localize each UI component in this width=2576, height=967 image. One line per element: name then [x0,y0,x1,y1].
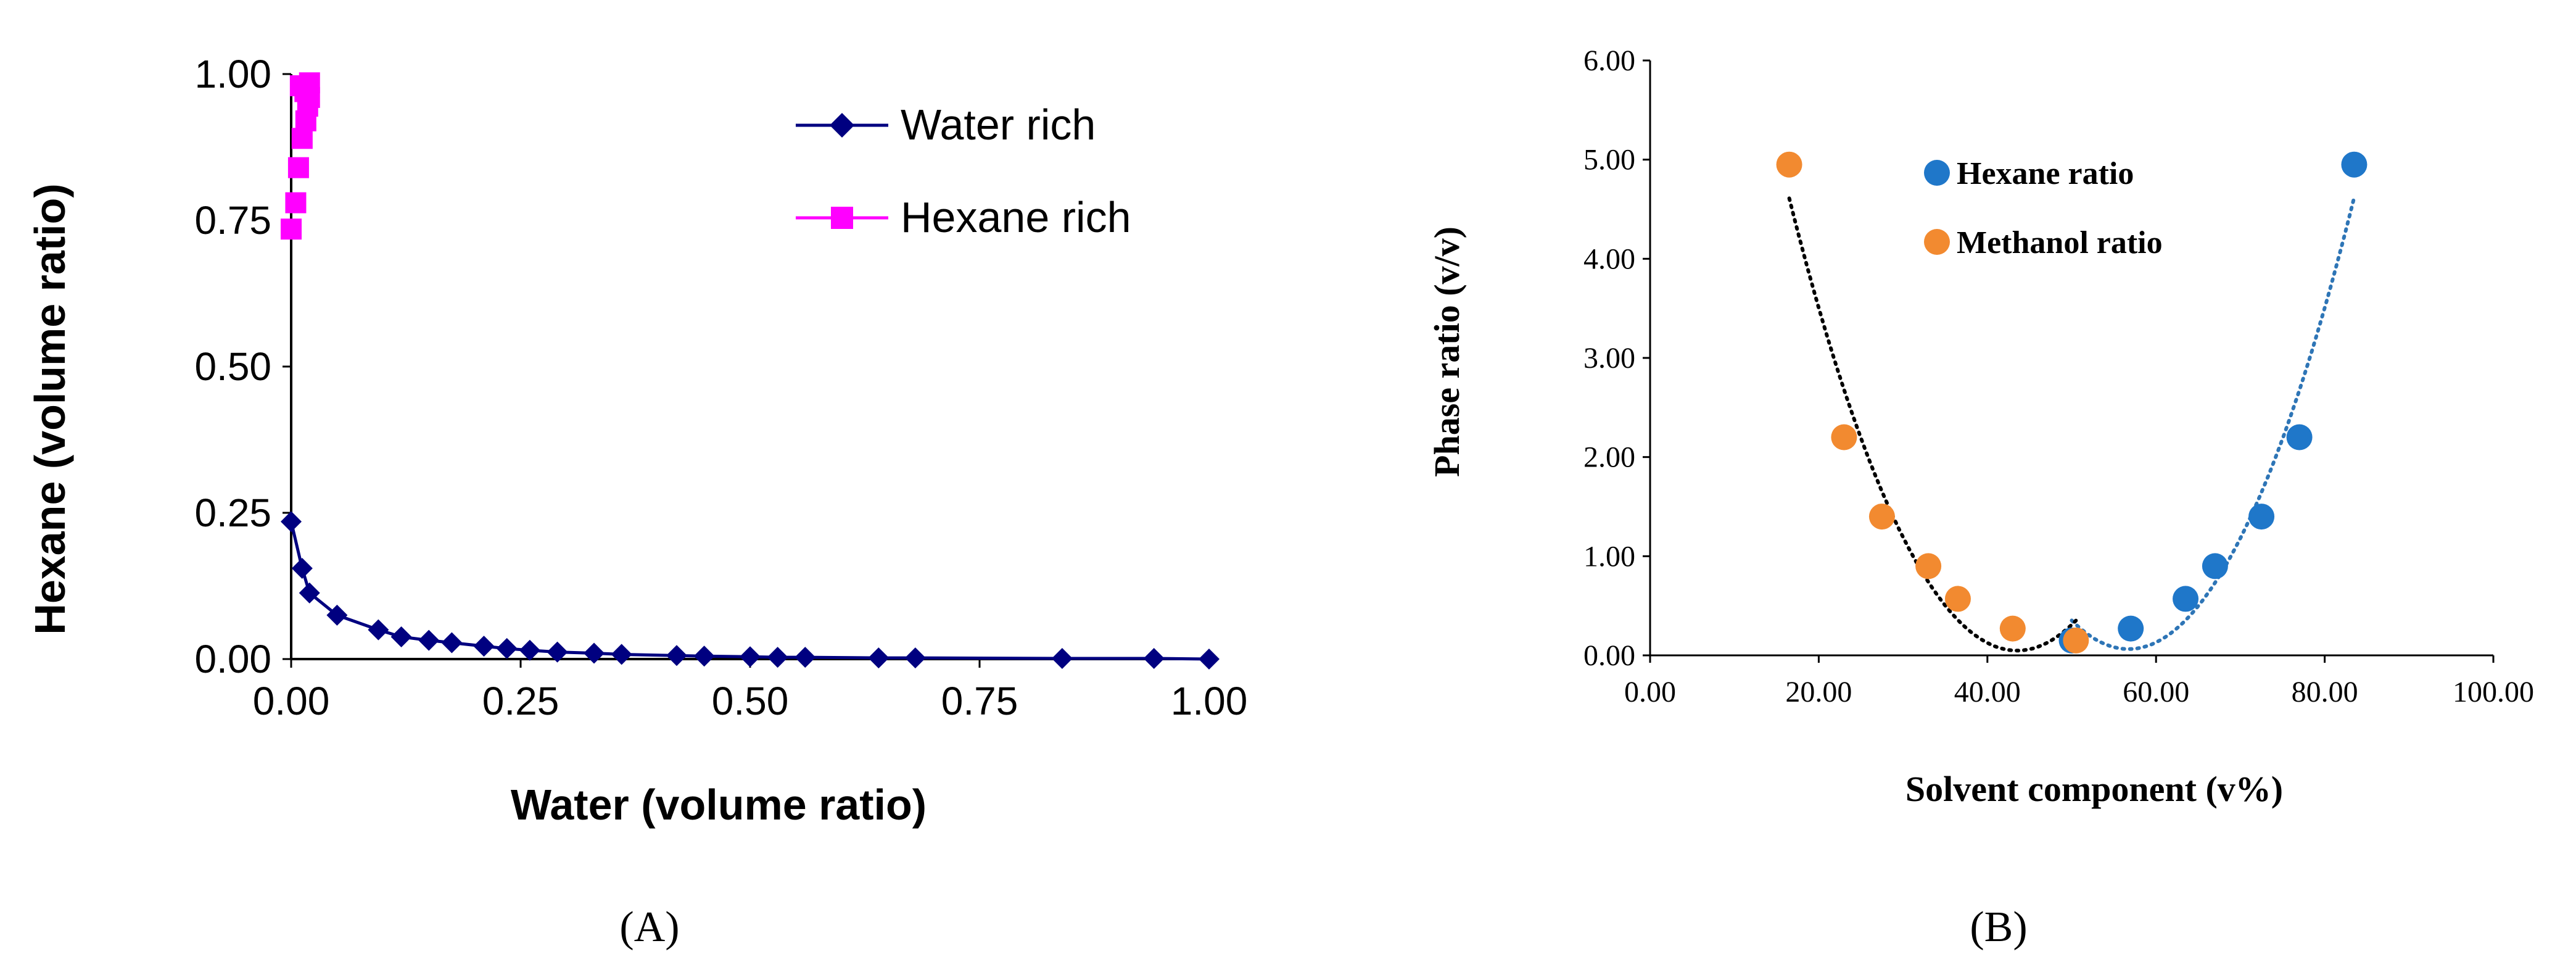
y-tick-label: 0.00 [194,637,271,681]
water-rich-point [1143,648,1165,670]
methanol-ratio-point [1868,504,1895,530]
y-tick-label: 0.50 [194,344,271,389]
legend-water-rich-diamond-icon [830,113,854,138]
chart-b-y-axis-label: Phase ratio (v/v) [1427,226,1467,477]
water-rich-point [441,632,463,654]
x-tick-label: 100.00 [2453,676,2534,708]
hexane-ratio-point [2341,151,2368,178]
water-rich-point [1199,649,1220,670]
water-rich-point [281,511,302,533]
methanol-ratio-point [1944,586,1971,612]
y-tick-label: 2.00 [1583,441,1635,474]
x-tick-label: 0.75 [941,679,1018,723]
methanol-ratio-point [1776,151,1802,178]
chart-a-series [281,72,1220,670]
hexane-ratio-point [2173,586,2199,612]
chart-b-series [1776,151,2368,654]
chart-b-y-ticks: 0.00 1.00 2.00 3.00 4.00 5.00 6.00 [1583,44,1650,672]
water-rich-point [390,626,412,647]
water-rich-point [496,637,518,659]
x-tick-label: 1.00 [1171,679,1248,723]
water-rich-point [299,582,320,604]
water-rich-point [904,647,926,669]
y-tick-label: 6.00 [1583,44,1635,77]
y-tick-label: 4.00 [1583,243,1635,275]
water-rich-point [868,647,890,669]
chart-b-x-ticks: 0.00 20.00 40.00 60.00 80.00 100.00 [1624,655,2534,708]
hexane-rich-point [285,192,307,214]
water-rich-point [547,641,568,663]
x-tick-label: 60.00 [2123,676,2189,708]
x-tick-label: 0.00 [253,679,330,723]
chart-b-trendlines [1787,195,2356,653]
water-rich-point [584,642,605,664]
chart-a-x-ticks: 0.00 0.25 0.50 0.75 1.00 [253,659,1248,723]
chart-b: 0.00 20.00 40.00 60.00 80.00 100.00 0.00 1.00 2… [1427,44,2534,951]
chart-b-x-axis-label: Solvent component (v%) [1905,769,2283,809]
water-rich-point [291,558,313,579]
water-rich-point [418,629,440,651]
x-tick-label: 40.00 [1954,676,2021,708]
methanol-ratio-point [1831,424,1857,450]
legend-methanol-ratio-marker-icon [1924,229,1950,255]
x-tick-label: 0.00 [1624,676,1676,708]
hexane-rich-point [299,72,320,94]
x-tick-label: 20.00 [1785,676,1852,708]
hexane-ratio-trendline [2070,195,2356,651]
y-tick-label: 1.00 [194,52,271,96]
y-tick-label: 1.00 [1583,540,1635,573]
hexane-ratio-point [2248,504,2275,530]
y-tick-label: 0.00 [1583,639,1635,672]
chart-a-y-axis-label: Hexane (volume ratio) [26,183,74,634]
hexane-rich-point [281,218,302,240]
y-tick-label: 0.25 [194,491,271,535]
water-rich-point [519,639,540,661]
hexane-ratio-point [2286,424,2313,450]
legend-hexane-rich-square-icon [831,207,853,229]
panel-a-label: (A) [619,903,679,951]
hexane-ratio-point [2118,615,2144,642]
water-rich-point [740,646,761,668]
methanol-ratio-point [1999,615,2026,642]
methanol-ratio-point [1915,553,1942,579]
legend-methanol-ratio-label: Methanol ratio [1957,225,2163,260]
water-rich-point [326,604,348,626]
water-rich-point [473,636,495,657]
chart-a-legend: Water rich Hexane rich [796,101,1131,241]
hexane-rich-point [287,157,309,178]
water-rich-point [666,645,687,666]
x-tick-label: 0.25 [482,679,559,723]
x-tick-label: 80.00 [2292,676,2358,708]
water-rich-point [611,644,632,665]
legend-hexane-rich-label: Hexane rich [901,193,1131,241]
y-tick-label: 0.75 [194,198,271,243]
chart-a-x-axis-label: Water (volume ratio) [511,781,927,829]
chart-a: 0.00 0.25 0.50 0.75 1.00 0.00 0.25 0.50 0.75 1.0… [26,52,1247,951]
panel-b-label: (B) [1970,903,2027,951]
chart-a-y-ticks: 0.00 0.25 0.50 0.75 1.00 [194,52,291,681]
hexane-ratio-point [2202,553,2228,579]
water-rich-point [368,619,389,641]
hexane-rich-point [291,128,313,149]
water-rich-point [693,645,715,667]
x-tick-label: 0.50 [712,679,789,723]
methanol-ratio-point [2063,627,2089,654]
legend-hexane-ratio-label: Hexane ratio [1957,156,2134,191]
y-tick-label: 3.00 [1583,342,1635,375]
methanol-ratio-trendline [1787,196,2078,653]
chart-b-legend: Hexane ratio Methanol ratio [1924,156,2163,260]
water-rich-point [767,647,788,668]
legend-water-rich-label: Water rich [901,101,1096,149]
water-rich-point [1051,648,1073,670]
legend-hexane-ratio-marker-icon [1924,160,1950,186]
water-rich-point [795,647,816,668]
y-tick-label: 5.00 [1583,144,1635,176]
